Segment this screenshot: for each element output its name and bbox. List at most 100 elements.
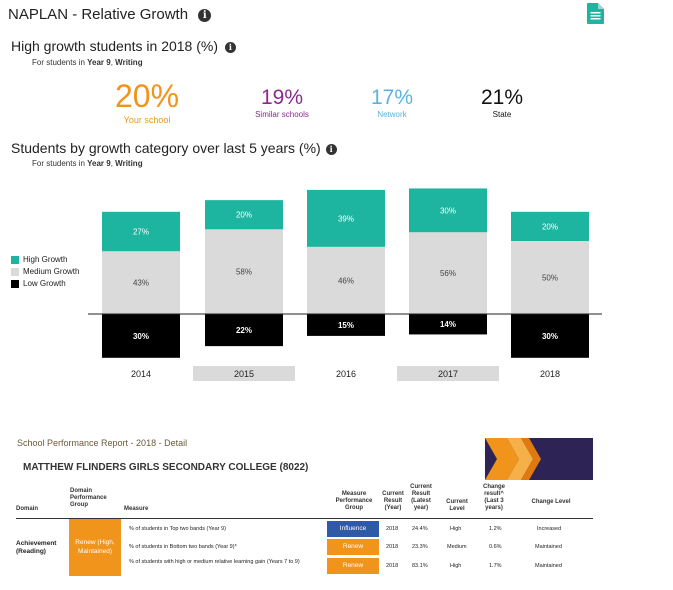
growth-category-subtitle: For students in Year 9, Writing — [32, 159, 143, 168]
legend-item-low: Low Growth — [11, 279, 79, 291]
bar-label-low: 30% — [133, 332, 149, 341]
bar-label-high: 20% — [236, 211, 252, 220]
stat-value: 17% — [370, 86, 414, 109]
high-growth-heading-text: High growth students in 2018 (%) — [11, 38, 218, 54]
bar-label-medium: 50% — [542, 274, 558, 283]
current-result-year-cell: 2018 — [386, 563, 399, 569]
growth-category-heading: Students by growth category over last 5 … — [11, 140, 337, 156]
th-measure: Measure — [124, 506, 149, 512]
domain-name: Writing — [115, 159, 143, 168]
bar-label-high: 30% — [440, 206, 456, 215]
bar-medium-growth — [102, 251, 180, 314]
bar-label-medium: 56% — [440, 269, 456, 278]
info-icon[interactable]: i — [224, 41, 236, 53]
bar-label-high: 20% — [542, 222, 558, 231]
table-header-divider — [16, 518, 593, 519]
bar-low-growth — [205, 314, 283, 347]
measure-performance-group-badge: Influence — [327, 521, 379, 537]
bar-medium-growth — [511, 241, 589, 314]
legend-label: Medium Growth — [23, 267, 80, 276]
stat-label: Your school — [123, 115, 171, 125]
bar-low-growth — [307, 314, 385, 336]
current-level-cell: Medium — [447, 544, 467, 550]
domain-cell: Achievement (Reading) — [16, 540, 57, 556]
report-logo-graphic — [485, 438, 593, 480]
bar-high-growth — [511, 211, 589, 241]
year-band — [397, 366, 499, 381]
stat-similar-schools: 19% Similar schools — [237, 87, 327, 119]
bar-low-growth — [102, 314, 180, 358]
bar-label-low: 15% — [338, 321, 354, 330]
report-title: School Performance Report - 2018 - Detai… — [17, 438, 188, 448]
page-title-text: NAPLAN - Relative Growth — [8, 6, 189, 23]
stat-value: 21% — [480, 86, 524, 109]
legend-swatch — [11, 255, 19, 264]
page-title: NAPLAN - Relative Growth i — [8, 6, 212, 23]
high-growth-subtitle: For students in Year 9, Writing — [32, 58, 143, 67]
separator: , — [110, 58, 116, 67]
bar-medium-growth — [307, 246, 385, 314]
year-level: Year 9 — [87, 58, 111, 67]
year-level: Year 9 — [87, 159, 111, 168]
bar-low-growth — [409, 314, 487, 335]
stat-network: 17% Network — [347, 87, 437, 119]
year-band — [193, 366, 295, 381]
current-level-cell: High — [450, 563, 462, 569]
bar-label-low: 22% — [236, 326, 252, 335]
bar-low-growth — [511, 314, 589, 358]
change-level-cell: Increased — [537, 526, 562, 532]
for-prefix: For students in — [32, 58, 88, 67]
current-result-latest-cell: 23.3% — [412, 544, 428, 550]
legend-item-medium: Medium Growth — [11, 267, 79, 279]
high-growth-heading: High growth students in 2018 (%) i — [11, 38, 236, 54]
current-result-latest-cell: 83.1% — [412, 563, 428, 569]
th-change-level: Change Level — [531, 499, 571, 505]
stat-value: 20% — [114, 78, 180, 114]
change-result-cell: 1.7% — [489, 563, 502, 569]
domain-performance-group-text: Renew (High, Maintained) — [75, 539, 115, 555]
bar-label-medium: 46% — [338, 276, 354, 285]
x-tick-label: 2017 — [438, 369, 458, 379]
x-tick-label: 2015 — [234, 369, 254, 379]
th-domain: Domain — [16, 506, 39, 512]
stat-label: State — [492, 110, 512, 119]
stat-value: 19% — [260, 86, 304, 109]
change-level-cell: Maintained — [535, 544, 562, 550]
x-tick-label: 2018 — [540, 369, 560, 379]
current-result-year-cell: 2018 — [386, 544, 399, 550]
info-icon[interactable]: i — [198, 8, 212, 22]
bar-label-high: 27% — [133, 228, 149, 237]
report-school-name: MATTHEW FLINDERS GIRLS SECONDARY COLLEGE… — [23, 462, 309, 473]
measure-performance-group-badge: Renew — [327, 539, 379, 555]
growth-category-heading-text: Students by growth category over last 5 … — [11, 140, 321, 156]
current-result-latest-cell: 24.4% — [412, 526, 428, 532]
change-result-cell: 1.2% — [489, 526, 502, 532]
current-level-cell: High — [450, 526, 462, 532]
legend-item-high: High Growth — [11, 255, 79, 267]
measure-performance-group-badge: Renew — [327, 558, 379, 574]
measure-cell: % of students in Bottom two bands (Year … — [129, 544, 237, 550]
domain-name: Writing — [115, 58, 143, 67]
info-icon[interactable]: i — [325, 143, 337, 155]
chart-legend: High Growth Medium Growth Low Growth — [11, 255, 79, 291]
stat-state: 21% State — [457, 87, 547, 119]
bar-label-low: 14% — [440, 320, 456, 329]
domain-performance-group-badge: Renew (High, Maintained) — [69, 519, 121, 576]
document-icon[interactable] — [587, 3, 604, 24]
change-result-cell: 0.6% — [489, 544, 502, 550]
legend-label: Low Growth — [23, 279, 66, 288]
legend-label: High Growth — [23, 255, 68, 264]
change-level-cell: Maintained — [535, 563, 562, 569]
x-tick-label: 2016 — [336, 369, 356, 379]
stat-your-school: 20% Your school — [97, 80, 197, 125]
measure-cell: % of students in Top two bands (Year 9) — [129, 526, 226, 532]
bar-label-medium: 43% — [133, 279, 149, 288]
bar-medium-growth — [409, 232, 487, 314]
bar-high-growth — [102, 211, 180, 252]
bar-label-high: 39% — [338, 214, 354, 223]
bar-high-growth — [307, 189, 385, 247]
legend-swatch — [11, 279, 19, 288]
stat-label: Network — [377, 110, 407, 119]
bar-medium-growth — [205, 229, 283, 314]
growth-chart: 27% 43% 30% 2014 20% 58% 22% 2015 39% 46% 15% 2016 3… — [88, 188, 602, 381]
